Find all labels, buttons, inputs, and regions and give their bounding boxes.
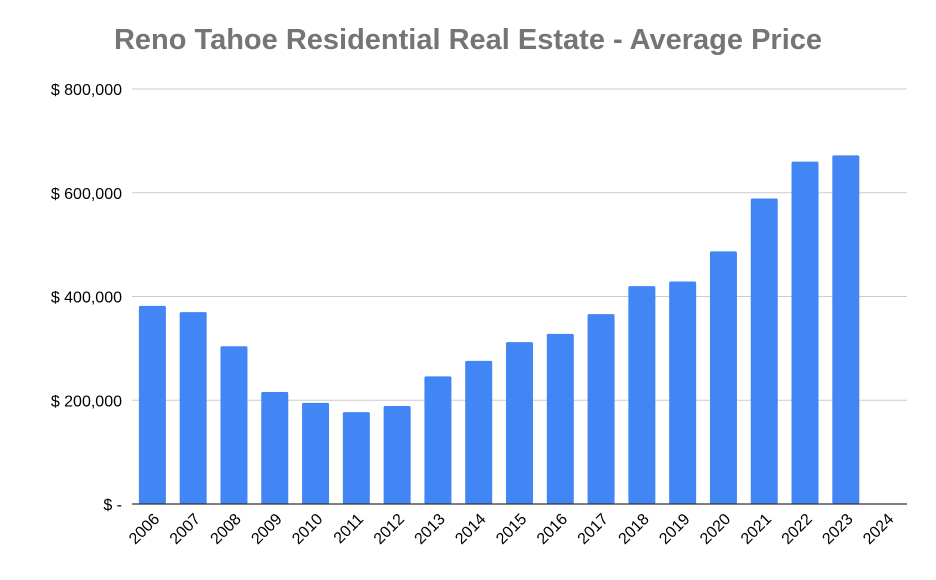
y-tick-label: $ 200,000	[51, 393, 122, 410]
x-tick-label: 2015	[493, 511, 530, 548]
chart-title: Reno Tahoe Residential Real Estate - Ave…	[113, 24, 823, 56]
x-tick-label: 2010	[289, 511, 326, 548]
bar-2020	[709, 251, 737, 504]
x-tick-label: 2007	[167, 511, 204, 548]
bar-2007	[179, 312, 207, 504]
y-tick-label: $ 600,000	[51, 186, 122, 203]
x-tick-label: 2012	[371, 511, 408, 548]
bar-2017	[587, 314, 615, 504]
bar-2023	[832, 155, 860, 504]
bar-2006	[138, 305, 166, 504]
x-tick-label: 2021	[738, 511, 775, 548]
x-tick-label: 2018	[616, 511, 653, 548]
bar-2009	[261, 391, 289, 504]
bars	[138, 155, 860, 505]
y-tick-label: $ 800,000	[51, 82, 122, 99]
bar-2021	[750, 198, 778, 505]
x-tick-label: 2011	[331, 511, 367, 547]
bar-2015	[506, 342, 533, 504]
bar-2011	[342, 412, 370, 504]
x-tick-label: 2009	[248, 511, 285, 548]
x-tick-label: 2006	[126, 511, 163, 548]
x-tick-label: 2013	[412, 511, 449, 548]
bar-2018	[628, 286, 656, 504]
bar-2013	[424, 376, 452, 504]
x-tick-label: 2023	[819, 511, 856, 548]
y-tick-label: $ -	[103, 497, 122, 514]
x-tick-label: 2020	[697, 511, 734, 548]
bar-2022	[791, 161, 819, 504]
bar-2019	[669, 281, 697, 504]
x-tick-label: 2022	[779, 511, 816, 548]
gridlines	[132, 88, 907, 401]
y-tick-label: $ 400,000	[51, 290, 122, 307]
x-tick-label: 2008	[208, 511, 245, 548]
x-tick-label: 2014	[452, 511, 489, 548]
x-tick-label: 2019	[656, 511, 693, 548]
bar-2010	[302, 402, 330, 504]
x-tick-label: 2024	[860, 511, 897, 548]
x-tick-label: 2016	[534, 511, 571, 548]
bar-2014	[465, 360, 493, 504]
bar-2008	[220, 346, 248, 504]
bar-2012	[383, 405, 411, 504]
bar-2016	[546, 333, 574, 504]
x-tick-label: 2017	[575, 511, 612, 548]
